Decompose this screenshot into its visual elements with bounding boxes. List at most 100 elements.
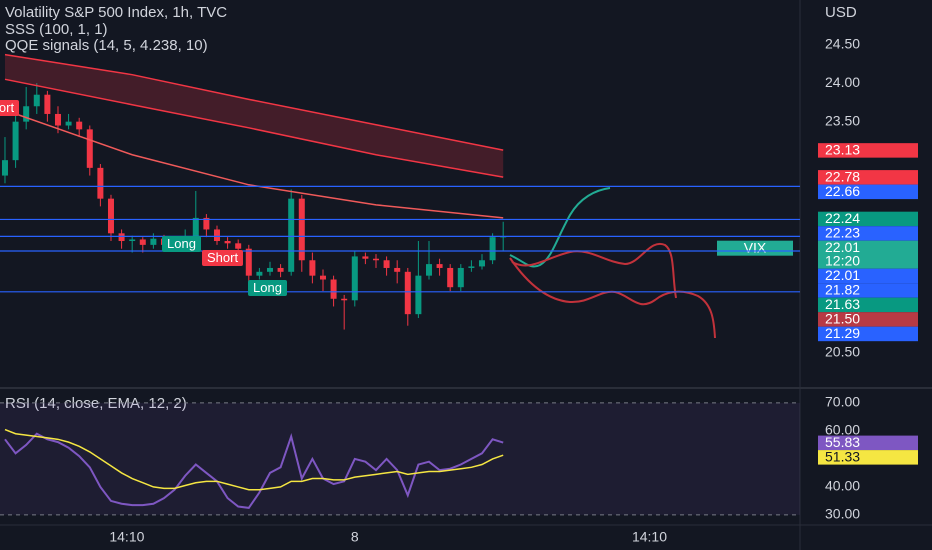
candle-body: [288, 198, 295, 272]
candle-body: [457, 267, 464, 288]
candle-body: [351, 256, 358, 301]
price-label-box: [818, 211, 918, 227]
y-tick-label: 70.00: [825, 394, 860, 410]
y-tick-label: 40.00: [825, 478, 860, 494]
candle-body: [12, 121, 19, 161]
rsi-band: [0, 402, 800, 515]
price-label-box: [818, 326, 918, 342]
x-tick-label: 8: [351, 529, 359, 545]
candle-body: [150, 238, 157, 245]
price-label: 22.24: [825, 210, 860, 226]
rsi-line: [4, 428, 504, 491]
candle-body: [1, 160, 8, 176]
candle-body: [224, 241, 231, 244]
rsi-line: [4, 432, 504, 509]
price-label: 21.29: [825, 325, 860, 341]
candle-body: [129, 239, 136, 242]
y-tick-label: 24.50: [825, 35, 860, 51]
price-label-box: [818, 312, 918, 327]
chart-title: Volatility S&P 500 Index, 1h, TVC: [5, 4, 227, 21]
candle-body: [319, 275, 326, 280]
candle-body: [192, 217, 199, 238]
candle-body: [86, 129, 93, 168]
candle-body: [33, 94, 40, 107]
price-label-box: [818, 240, 918, 269]
tag-box: [717, 240, 793, 256]
y-tick-label: 30.00: [825, 506, 860, 522]
overlay-line: [4, 53, 504, 151]
price-label-time: 12:20: [825, 252, 860, 268]
y-tick-label: 20.50: [825, 343, 860, 359]
currency: USD: [825, 4, 857, 21]
candle-body: [425, 264, 432, 276]
candle-body: [139, 239, 146, 245]
price-label: 23.13: [825, 141, 860, 157]
signal-label: Short: [202, 250, 244, 266]
price-label-box: [818, 143, 918, 158]
price-label-box: [818, 184, 918, 200]
price-label-box: [818, 170, 918, 185]
price-label-box: [818, 268, 918, 284]
candle-body: [436, 264, 443, 268]
tag-label: VIX: [744, 239, 767, 255]
price-label: 21.82: [825, 281, 860, 297]
candle-body: [256, 271, 263, 276]
candle-body: [118, 233, 125, 242]
candle-body: [65, 121, 72, 126]
indicator-label: QQE signals (14, 5, 4.238, 10): [5, 37, 208, 54]
overlay-band: [4, 54, 504, 178]
candle-body: [341, 298, 348, 301]
overlay-line: [4, 109, 504, 219]
drawing: [509, 257, 716, 339]
candle-body: [23, 106, 30, 122]
signal-label: Long: [248, 280, 287, 296]
price-label: 22.23: [825, 224, 860, 240]
price-label: 22.01: [825, 267, 860, 283]
rsi-label-box: [818, 450, 918, 465]
overlay-line: [4, 78, 504, 178]
candle-body: [44, 94, 51, 114]
price-label-box: [818, 283, 918, 298]
candle-body: [415, 275, 422, 315]
rsi-label: 55.83: [825, 434, 860, 450]
candle-body: [309, 260, 316, 276]
rsi-label-box: [818, 435, 918, 451]
candle-body: [468, 266, 475, 268]
candle-body: [97, 167, 104, 199]
price-label-box: [818, 226, 918, 241]
candle-body: [478, 260, 485, 267]
candle-body: [235, 243, 242, 249]
marks: 24.5024.0023.5021.0020.5023.1322.7822.66…: [0, 35, 918, 545]
candle-body: [213, 229, 220, 242]
indicator-label: SSS (100, 1, 1): [5, 21, 108, 38]
candle-body: [203, 217, 210, 230]
candle-body: [298, 198, 305, 261]
y-tick-label: 23.50: [825, 112, 860, 128]
rsi-label: 51.33: [825, 448, 860, 464]
price-label: 21.63: [825, 296, 860, 312]
candle-body: [266, 267, 273, 272]
candle-body: [245, 248, 252, 276]
price-label: 22.01: [825, 239, 860, 255]
candle-body: [330, 279, 337, 299]
candle-body: [107, 198, 114, 234]
candle-body: [447, 267, 454, 288]
candle-body: [54, 113, 61, 126]
rsi-title: RSI (14, close, EMA, 12, 2): [5, 395, 187, 412]
drawing: [511, 242, 677, 299]
candle-body: [362, 256, 369, 259]
signal-label: Short: [0, 100, 20, 116]
price-label: 22.66: [825, 183, 860, 199]
x-tick-label: 14:10: [632, 529, 667, 545]
price-label-box: [818, 297, 918, 313]
y-tick-label: 24.00: [825, 74, 860, 90]
candle-body: [277, 267, 284, 272]
candle-body: [489, 237, 496, 261]
candle-body: [76, 121, 83, 130]
x-tick-label: 14:10: [109, 529, 144, 545]
y-tick-label: 60.00: [825, 422, 860, 438]
price-label: 21.50: [825, 310, 860, 326]
price-label: 22.78: [825, 168, 860, 184]
candle-body: [404, 271, 411, 315]
